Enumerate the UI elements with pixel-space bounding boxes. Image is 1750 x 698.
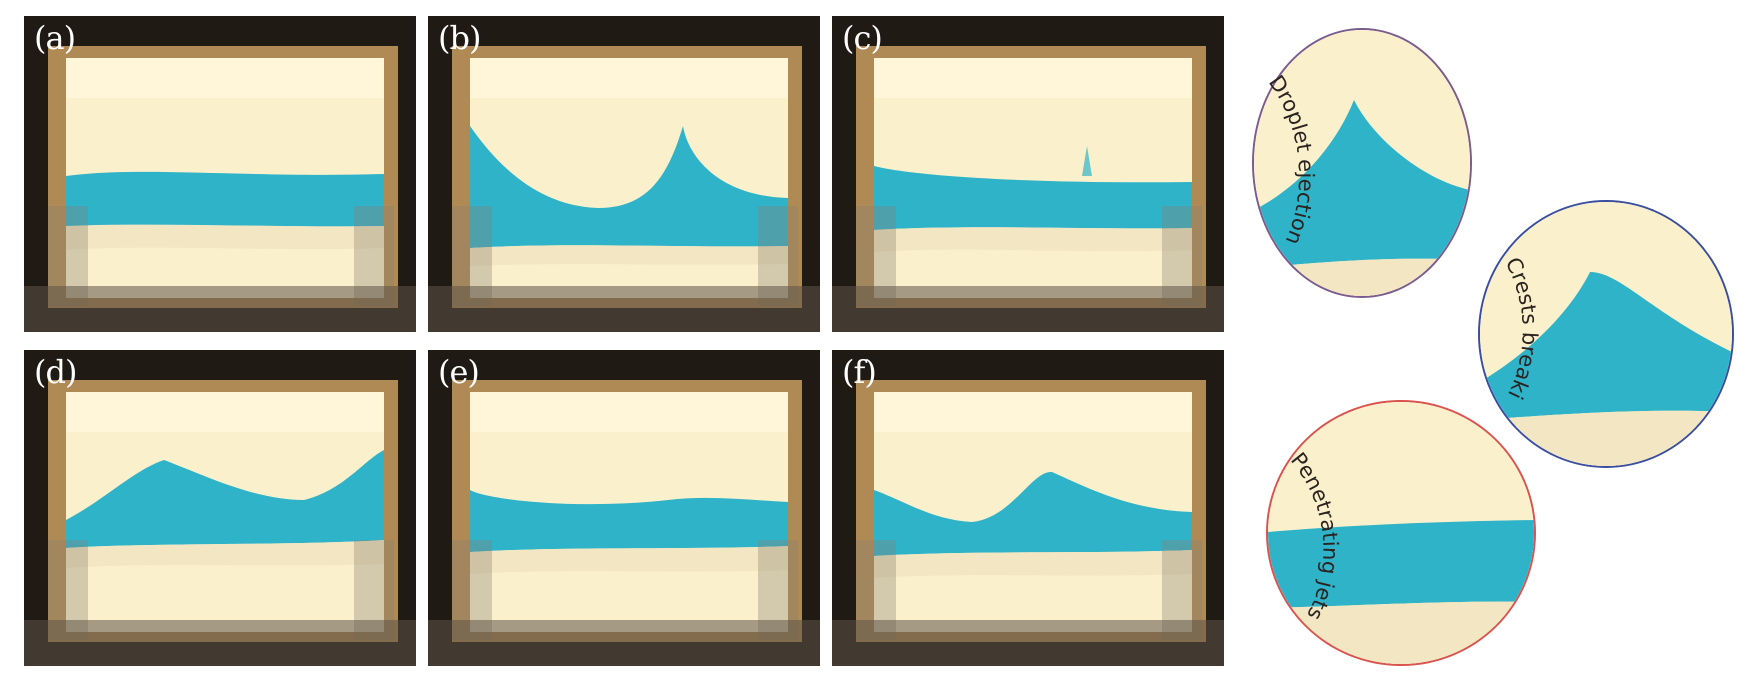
panel-label-f: (f) — [842, 353, 877, 391]
panel-label-e: (e) — [438, 353, 480, 391]
zoom-inset-droplet-ejection — [1252, 28, 1472, 298]
tank-photo-d — [24, 350, 416, 666]
panel-label-c: (c) — [842, 19, 883, 57]
zoom-photo-jets — [1268, 402, 1534, 664]
tank-photo-f — [832, 350, 1224, 666]
panel-label-a: (a) — [34, 19, 76, 57]
photo-panel-e: (e) — [428, 350, 820, 666]
tank-photo-b — [428, 16, 820, 332]
photo-panel-c: (c) — [832, 16, 1224, 332]
photo-panel-d: (d) — [24, 350, 416, 666]
zoom-inset-penetrating-jets — [1266, 400, 1536, 666]
zoom-photo-droplet — [1254, 30, 1470, 296]
photo-panel-f: (f) — [832, 350, 1224, 666]
tank-photo-a — [24, 16, 416, 332]
photo-panel-b: (b) — [428, 16, 820, 332]
panel-label-b: (b) — [438, 19, 481, 57]
photo-panel-a: (a) — [24, 16, 416, 332]
panel-label-d: (d) — [34, 353, 77, 391]
tank-photo-e — [428, 350, 820, 666]
tank-photo-c — [832, 16, 1224, 332]
